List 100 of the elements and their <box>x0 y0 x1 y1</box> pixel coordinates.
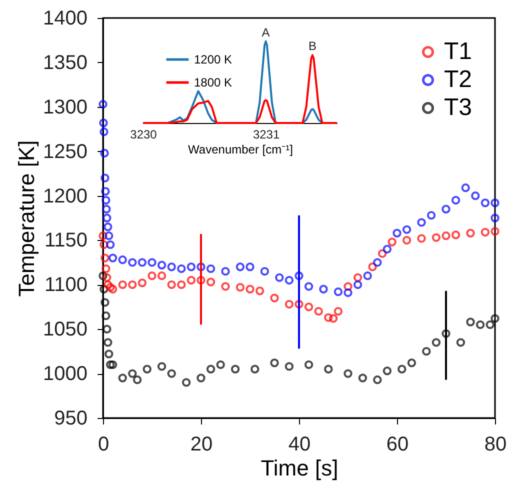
point <box>466 318 475 326</box>
point <box>236 282 245 292</box>
point <box>373 258 382 267</box>
point <box>324 364 333 374</box>
point <box>108 254 118 262</box>
point <box>294 271 304 280</box>
x-tick-label: 3231 <box>252 128 280 142</box>
point <box>104 350 114 358</box>
point <box>101 186 110 196</box>
point <box>270 358 279 368</box>
point <box>167 369 176 378</box>
point <box>221 282 230 291</box>
point <box>104 338 112 347</box>
point <box>471 191 480 200</box>
legend-label: 1200 K <box>194 52 232 66</box>
y-tick-label: 950 <box>54 408 88 430</box>
point <box>466 228 475 238</box>
point <box>255 286 264 296</box>
point <box>344 288 352 298</box>
point <box>221 266 230 276</box>
point <box>456 338 466 347</box>
point <box>344 282 352 291</box>
annotation: B <box>308 39 316 54</box>
point <box>246 284 254 294</box>
point <box>388 238 396 246</box>
point <box>98 231 108 240</box>
point <box>157 260 166 270</box>
point <box>246 262 254 272</box>
point <box>490 214 500 222</box>
x-tick-label: 80 <box>484 434 507 456</box>
point <box>402 236 412 245</box>
point <box>432 233 441 242</box>
point <box>334 306 343 316</box>
point <box>118 255 127 264</box>
point <box>98 100 108 109</box>
annotation: A <box>262 25 270 40</box>
point <box>102 311 110 320</box>
x-tick-label: 0 <box>98 434 110 456</box>
point <box>442 204 450 214</box>
point <box>100 240 108 250</box>
point <box>128 258 137 267</box>
point <box>138 278 147 288</box>
point <box>486 320 494 330</box>
point <box>480 228 490 237</box>
y-tick-label: 1350 <box>43 52 88 74</box>
point <box>392 228 402 238</box>
point <box>363 271 372 280</box>
point <box>216 360 225 370</box>
point <box>417 218 426 227</box>
y-tick-label: 1150 <box>44 230 88 252</box>
point <box>250 364 260 374</box>
point <box>422 346 431 356</box>
point <box>368 262 377 272</box>
point <box>260 266 270 276</box>
point <box>382 244 392 254</box>
point <box>461 183 470 192</box>
point <box>451 230 460 240</box>
point <box>230 364 240 374</box>
y-tick-label: 1250 <box>43 140 88 163</box>
point <box>157 362 166 371</box>
x-axis-title: Time [s] <box>260 456 338 480</box>
point <box>284 276 294 285</box>
y-tick-label: 1000 <box>43 363 88 386</box>
point <box>196 374 206 382</box>
point <box>284 300 294 309</box>
point <box>378 249 387 258</box>
point <box>128 369 137 378</box>
point <box>480 198 490 208</box>
y-tick-label: 1400 <box>43 8 88 30</box>
point <box>344 369 352 378</box>
point <box>102 196 110 205</box>
point <box>490 226 500 236</box>
point <box>157 271 166 280</box>
point <box>102 214 112 222</box>
point <box>118 280 127 290</box>
point <box>132 375 142 384</box>
point <box>118 374 127 382</box>
point <box>490 198 500 208</box>
point <box>270 294 279 302</box>
point <box>353 273 362 282</box>
point <box>98 271 108 280</box>
point <box>148 258 156 267</box>
point <box>100 127 108 136</box>
point <box>304 302 314 312</box>
point <box>373 375 382 384</box>
point <box>177 264 186 274</box>
point <box>182 378 191 387</box>
point <box>206 264 216 274</box>
point <box>186 276 196 285</box>
point <box>382 366 392 376</box>
x-tick-label: 3230 <box>130 128 158 142</box>
point <box>177 280 186 290</box>
point <box>100 174 110 182</box>
point <box>167 262 176 272</box>
point <box>196 262 206 272</box>
point <box>100 254 110 262</box>
point <box>407 358 416 368</box>
point <box>398 364 406 374</box>
x-tick-label: 20 <box>190 434 213 456</box>
point <box>128 280 137 290</box>
